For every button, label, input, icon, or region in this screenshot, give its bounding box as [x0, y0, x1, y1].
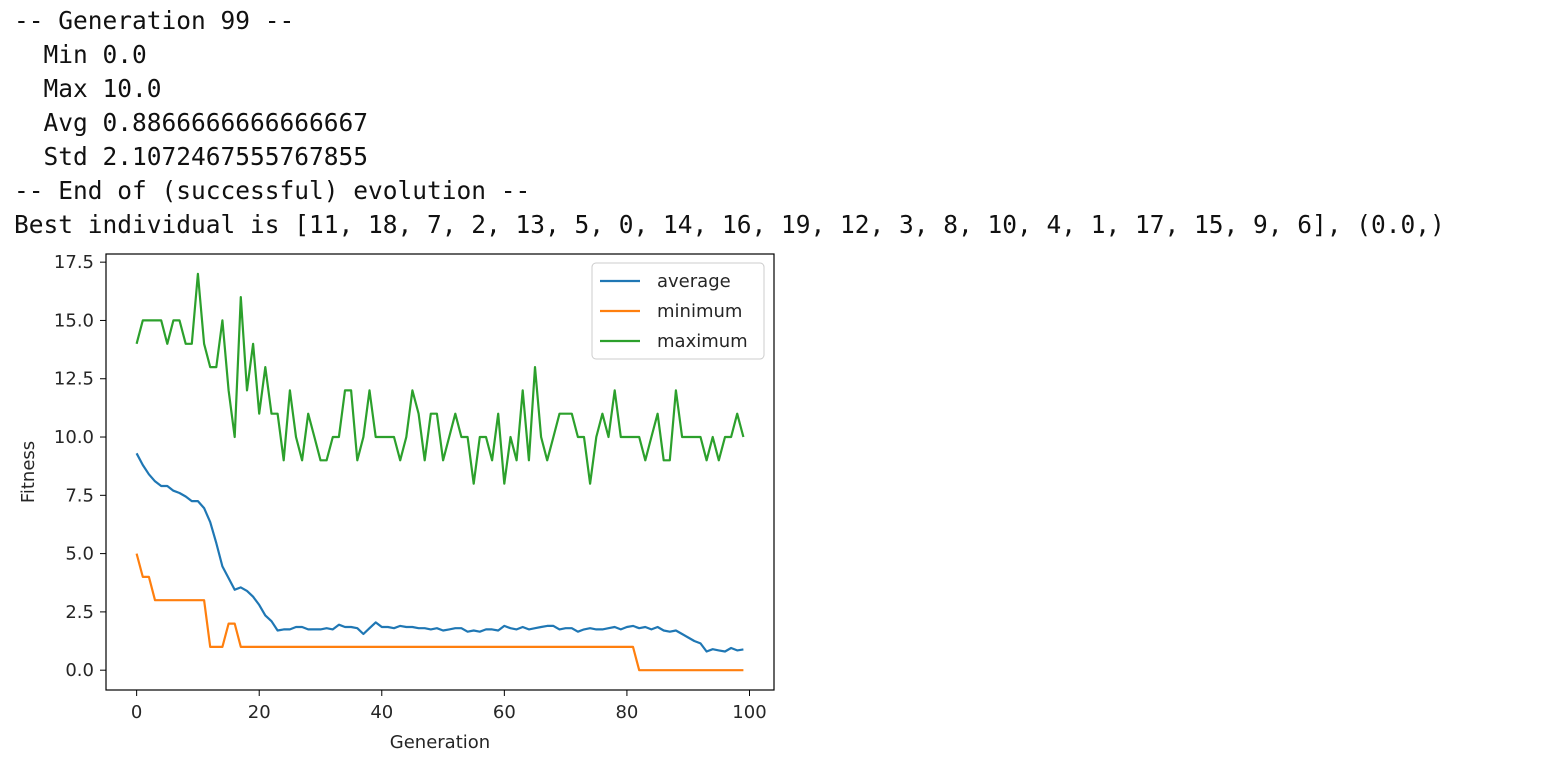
- y-tick-label: 12.5: [54, 369, 94, 390]
- y-tick-label: 15.0: [54, 310, 94, 331]
- y-axis-label: Fitness: [18, 441, 39, 503]
- best-individual-line: Best individual is [11, 18, 7, 2, 13, 5,…: [14, 210, 1445, 239]
- evolution-end-line: -- End of (successful) evolution --: [14, 176, 531, 205]
- legend-label-minimum: minimum: [657, 301, 742, 322]
- x-axis: 0 20 40 60 80 100: [131, 690, 767, 723]
- y-tick-label: 17.5: [54, 252, 94, 273]
- console-output: -- Generation 99 -- Min 0.0 Max 10.0 Avg…: [14, 4, 1445, 242]
- x-tick-label: 0: [131, 702, 142, 723]
- x-tick-label: 20: [248, 702, 271, 723]
- std-stat-line: Std 2.1072467555767855: [14, 142, 369, 171]
- series-line-maximum: [135, 272, 745, 485]
- y-tick-label: 10.0: [54, 427, 94, 448]
- legend-box: [591, 262, 765, 360]
- plot-frame: [105, 253, 775, 691]
- chart-marks: [135, 272, 745, 672]
- y-axis: 0.0 2.5 5.0 7.5 10.0 12.5 15.0 17.5: [54, 252, 106, 681]
- y-tick-label: 5.0: [65, 544, 94, 565]
- y-tick-label: 0.0: [65, 660, 94, 681]
- x-tick-label: 80: [615, 702, 638, 723]
- legend-label-maximum: maximum: [657, 331, 748, 352]
- x-tick-label: 60: [493, 702, 516, 723]
- fitness-chart: 0 20 40 60 80 100 0.0 2.5 5.0 7.5 10.0 12.5 15.0 17.…: [18, 252, 775, 753]
- series-line-average: [135, 452, 744, 653]
- x-tick-label: 100: [732, 702, 766, 723]
- x-axis-label: Generation: [390, 732, 490, 753]
- generation-header-line: -- Generation 99 --: [14, 6, 295, 35]
- y-tick-label: 2.5: [65, 602, 94, 623]
- y-tick-label: 7.5: [65, 485, 94, 506]
- min-stat-line: Min 0.0: [14, 40, 147, 69]
- x-tick-label: 40: [370, 702, 393, 723]
- legend-label-average: average: [657, 271, 731, 292]
- max-stat-line: Max 10.0: [14, 74, 162, 103]
- series-line-minimum: [135, 553, 744, 672]
- avg-stat-line: Avg 0.8866666666666667: [14, 108, 369, 137]
- chart-legend: average minimum maximum: [591, 262, 765, 360]
